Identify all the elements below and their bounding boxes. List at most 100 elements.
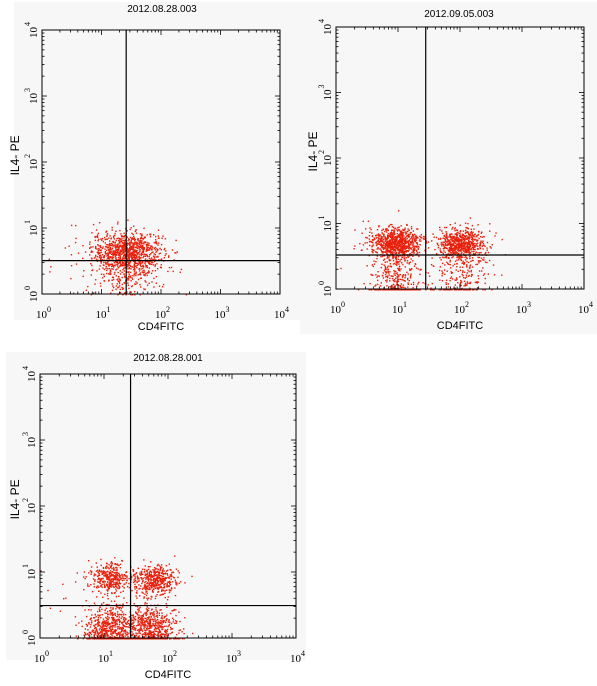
data-point bbox=[95, 245, 97, 248]
data-point bbox=[167, 585, 169, 587]
data-point bbox=[466, 246, 468, 248]
data-point bbox=[105, 583, 108, 585]
data-point bbox=[113, 251, 115, 253]
data-point bbox=[106, 255, 108, 257]
data-point bbox=[417, 228, 419, 230]
data-point bbox=[164, 579, 166, 582]
data-point bbox=[340, 267, 342, 270]
data-point bbox=[501, 238, 503, 241]
data-point bbox=[406, 289, 409, 291]
data-point bbox=[99, 265, 101, 267]
data-point bbox=[441, 270, 443, 272]
data-point bbox=[151, 245, 153, 247]
data-point bbox=[377, 283, 379, 286]
data-point bbox=[96, 234, 99, 236]
data-point bbox=[386, 239, 388, 241]
data-point bbox=[476, 282, 479, 284]
data-point bbox=[123, 243, 125, 245]
data-point bbox=[127, 254, 129, 256]
data-point bbox=[396, 274, 399, 276]
data-point bbox=[123, 251, 125, 253]
data-point bbox=[121, 606, 124, 608]
data-point bbox=[375, 251, 377, 253]
data-point bbox=[125, 294, 127, 296]
data-point bbox=[155, 282, 157, 284]
data-point bbox=[93, 583, 95, 585]
data-point bbox=[133, 242, 135, 244]
data-point bbox=[117, 618, 119, 621]
data-point bbox=[391, 255, 394, 257]
data-point bbox=[409, 261, 411, 263]
data-point bbox=[117, 237, 119, 239]
data-point bbox=[145, 580, 147, 583]
data-point bbox=[392, 236, 395, 238]
data-point bbox=[148, 272, 150, 274]
data-point bbox=[114, 622, 117, 624]
data-point bbox=[107, 264, 109, 266]
data-point bbox=[126, 266, 128, 268]
data-point bbox=[107, 252, 110, 254]
data-point bbox=[473, 250, 475, 253]
data-point bbox=[88, 572, 90, 574]
data-point bbox=[408, 249, 410, 251]
data-point bbox=[392, 279, 394, 282]
data-point bbox=[394, 241, 396, 244]
x-tick-label-exponent: 2 bbox=[166, 305, 170, 314]
data-point bbox=[465, 226, 467, 229]
data-point bbox=[462, 275, 464, 277]
data-point bbox=[89, 247, 91, 249]
data-point bbox=[150, 253, 152, 255]
data-point bbox=[72, 292, 75, 294]
data-point bbox=[136, 262, 138, 265]
data-point bbox=[481, 270, 483, 272]
data-point bbox=[399, 249, 402, 252]
data-point bbox=[171, 571, 173, 574]
data-point bbox=[92, 629, 95, 631]
data-point bbox=[135, 254, 137, 257]
data-point bbox=[104, 609, 106, 612]
data-point bbox=[157, 570, 159, 572]
data-point bbox=[133, 275, 135, 277]
data-point bbox=[97, 575, 100, 577]
data-point bbox=[104, 612, 106, 614]
data-point bbox=[145, 249, 148, 251]
data-point bbox=[452, 250, 454, 252]
data-point bbox=[408, 246, 411, 249]
data-point bbox=[106, 589, 108, 591]
data-point bbox=[98, 245, 100, 247]
data-point bbox=[474, 239, 476, 241]
data-point bbox=[378, 225, 380, 227]
data-point bbox=[458, 247, 460, 249]
data-point bbox=[138, 631, 141, 633]
data-point bbox=[111, 226, 113, 229]
data-point bbox=[108, 585, 111, 587]
data-point bbox=[465, 229, 467, 232]
data-point bbox=[458, 257, 461, 259]
data-point bbox=[151, 591, 154, 593]
data-point bbox=[161, 589, 163, 591]
data-point bbox=[159, 252, 161, 254]
data-point bbox=[127, 250, 130, 252]
data-point bbox=[385, 279, 387, 282]
data-point bbox=[417, 245, 419, 248]
data-point bbox=[156, 268, 159, 270]
data-point bbox=[400, 252, 403, 254]
data-point bbox=[381, 252, 384, 254]
panel-background bbox=[14, 2, 300, 320]
data-point bbox=[96, 586, 98, 589]
data-point bbox=[125, 582, 127, 584]
data-point bbox=[107, 590, 109, 592]
data-point bbox=[147, 566, 150, 568]
data-point bbox=[155, 243, 158, 245]
data-point bbox=[109, 243, 111, 246]
data-point bbox=[109, 246, 111, 249]
data-point bbox=[398, 233, 401, 236]
data-point bbox=[378, 241, 380, 244]
data-point bbox=[384, 251, 387, 253]
data-point bbox=[466, 264, 468, 266]
data-point bbox=[106, 629, 109, 632]
data-point bbox=[108, 273, 110, 275]
data-point bbox=[137, 238, 139, 240]
data-point bbox=[469, 217, 472, 219]
data-point bbox=[98, 577, 101, 580]
